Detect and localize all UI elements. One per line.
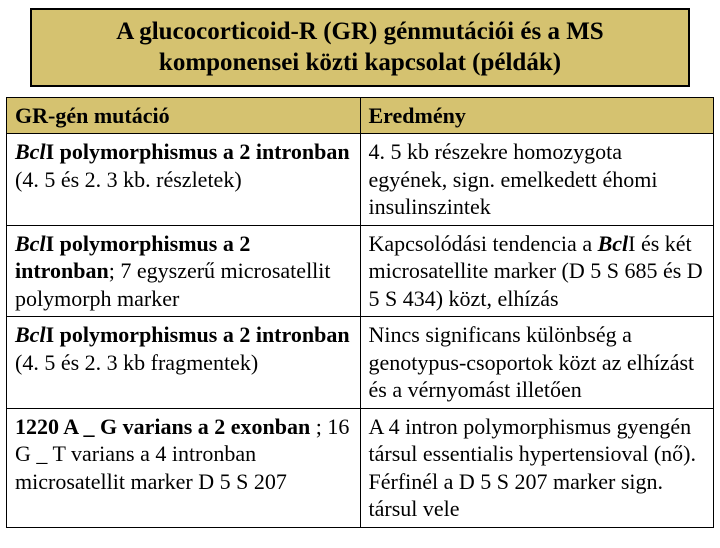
cell-mutation: BclI polymorphismus a 2 intronban (4. 5 … bbox=[7, 317, 361, 409]
header-left: GR-gén mutáció bbox=[7, 97, 361, 134]
table-row: BclI polymorphismus a 2 intronban; 7 egy… bbox=[7, 225, 714, 317]
data-table: GR-gén mutáció Eredmény BclI polymorphis… bbox=[6, 97, 714, 528]
cell-mutation: 1220 A _ G varians a 2 exonban ; 16 G _ … bbox=[7, 408, 361, 527]
cell-result: A 4 intron polymorphismus gyengén társul… bbox=[360, 408, 714, 527]
table-row: 1220 A _ G varians a 2 exonban ; 16 G _ … bbox=[7, 408, 714, 527]
cell-result: Nincs significans különbség a genotypus-… bbox=[360, 317, 714, 409]
slide-title: A glucocorticoid-R (GR) génmutációi és a… bbox=[30, 8, 690, 87]
table-header-row: GR-gén mutáció Eredmény bbox=[7, 97, 714, 134]
table-row: BclI polymorphismus a 2 intronban (4. 5 … bbox=[7, 317, 714, 409]
cell-result: 4. 5 kb részekre homozygota egyének, sig… bbox=[360, 134, 714, 226]
table-row: BclI polymorphismus a 2 intronban (4. 5 … bbox=[7, 134, 714, 226]
cell-result: Kapcsolódási tendencia a BclI és két mic… bbox=[360, 225, 714, 317]
header-right: Eredmény bbox=[360, 97, 714, 134]
cell-mutation: BclI polymorphismus a 2 intronban; 7 egy… bbox=[7, 225, 361, 317]
cell-mutation: BclI polymorphismus a 2 intronban (4. 5 … bbox=[7, 134, 361, 226]
